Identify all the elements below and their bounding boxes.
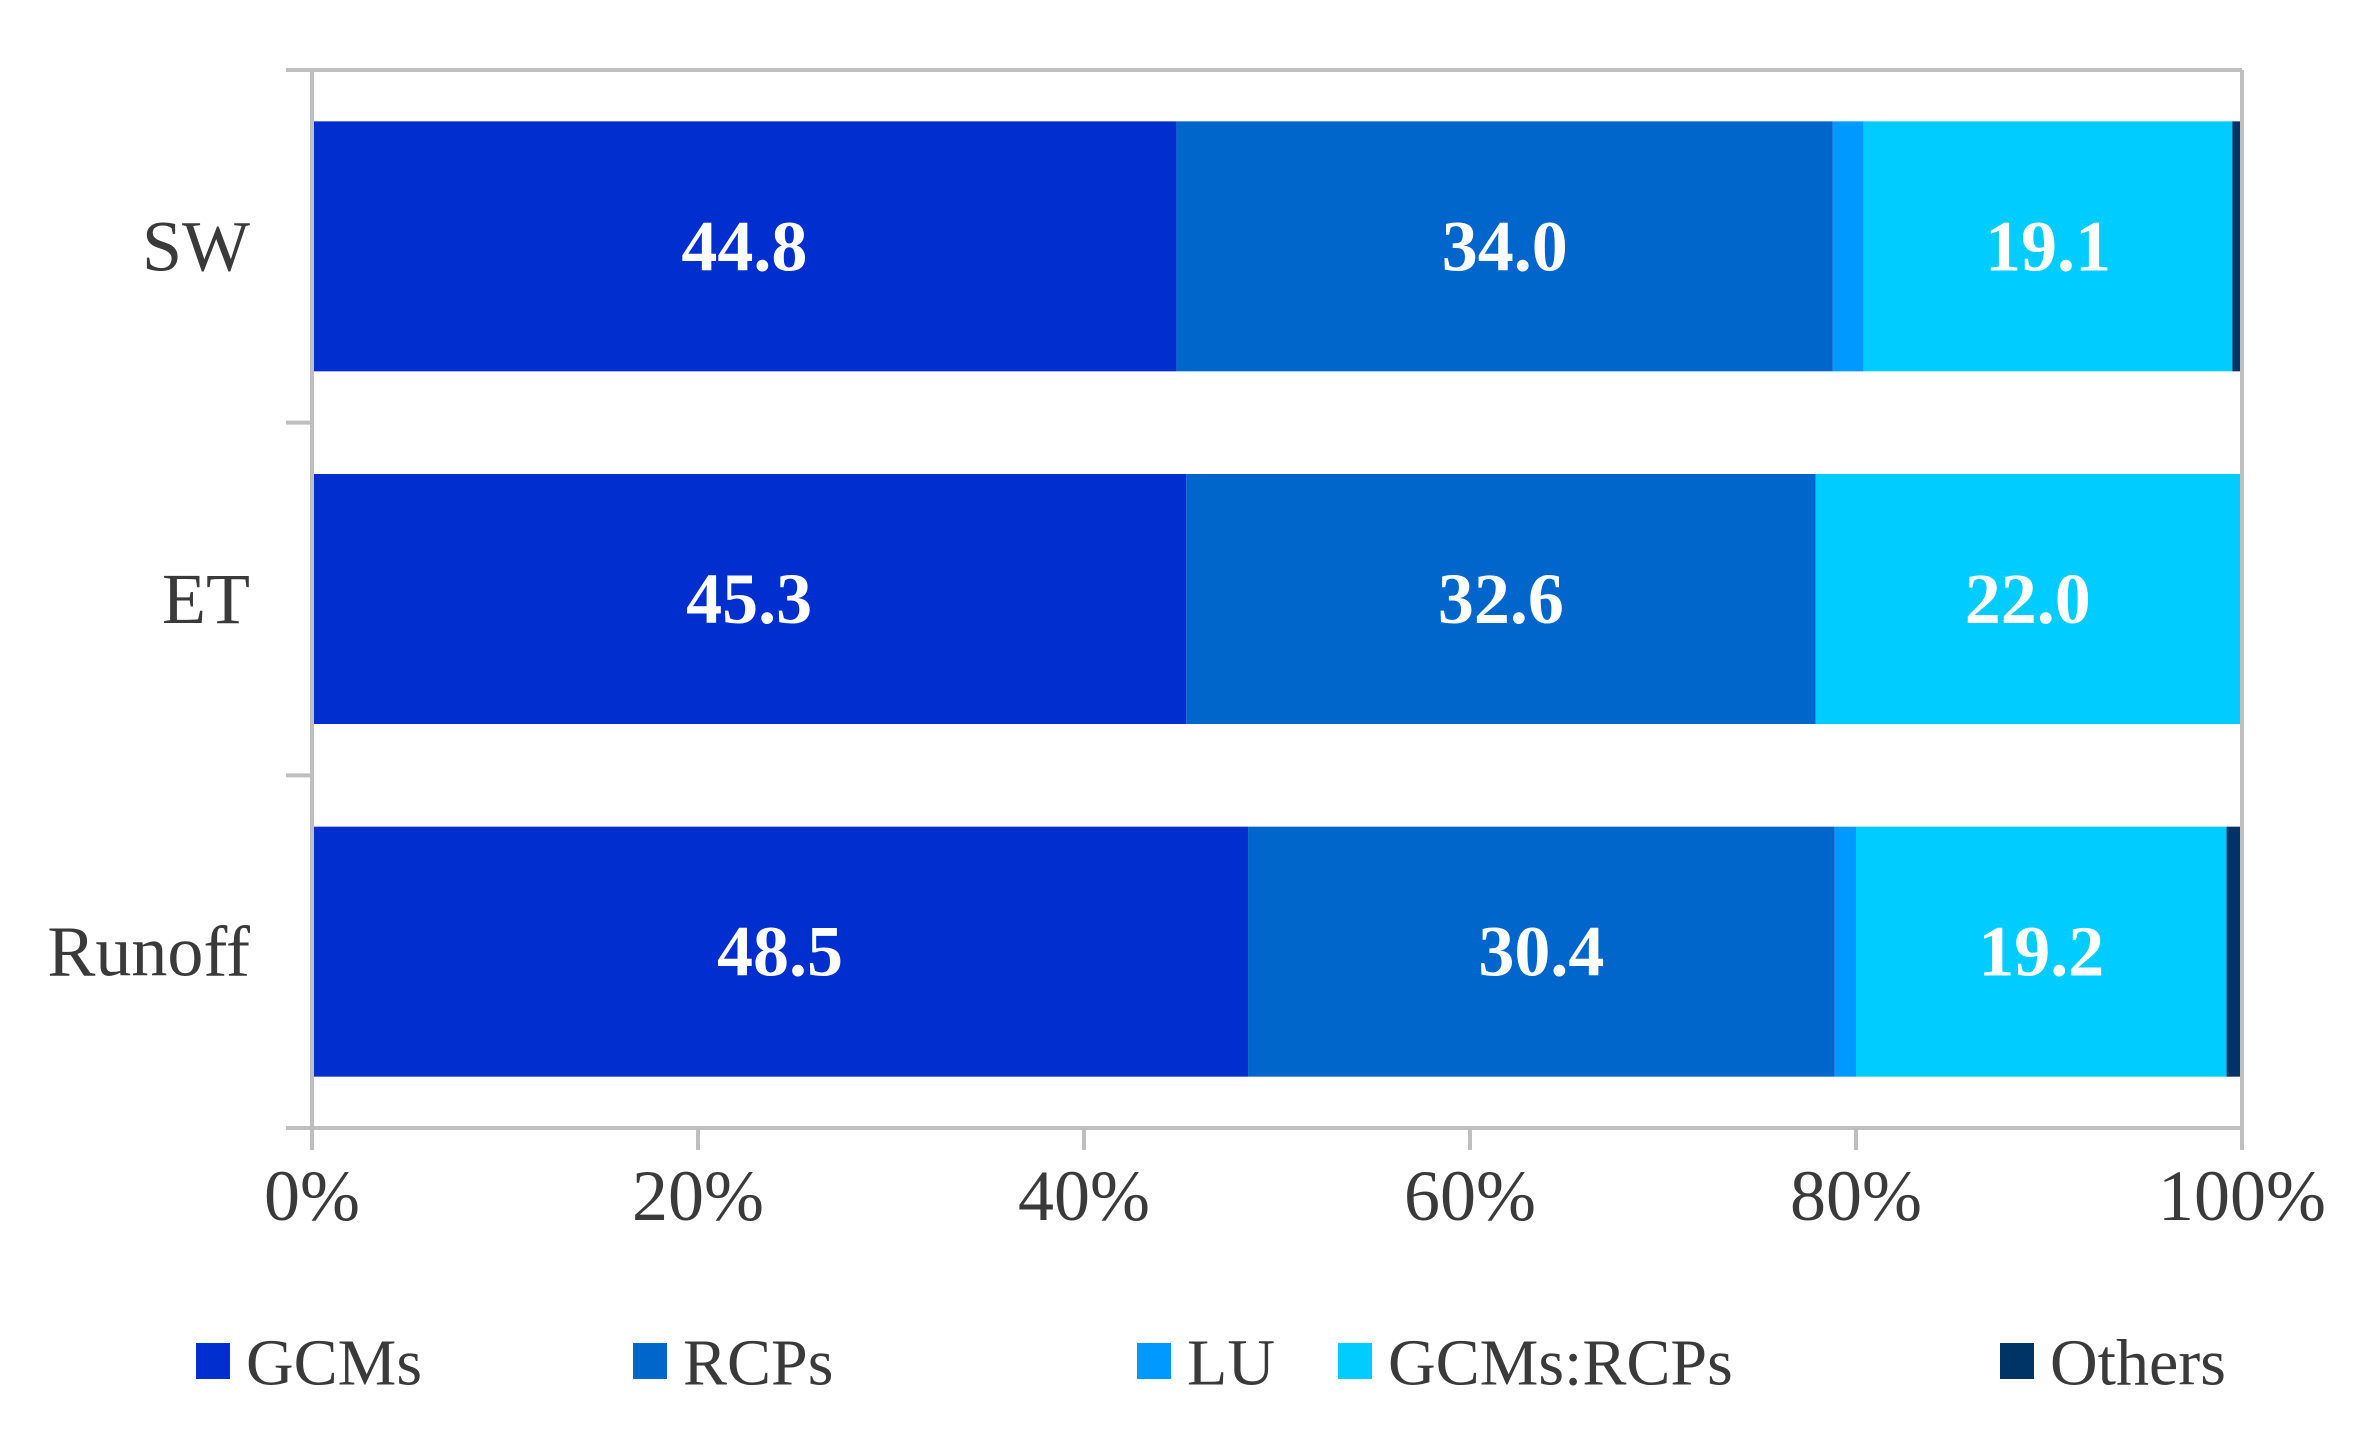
axes-layer: [286, 68, 2244, 1150]
bar-segment-runoff-lu: [1834, 826, 1856, 1077]
bar-segment-sw-gcms-rcps: [1863, 121, 2233, 372]
data-label-sw-gcms: 44.8: [681, 206, 807, 286]
bar-segment-et-gcms: [312, 474, 1187, 724]
bar-segment-et-rcps: [1186, 474, 1816, 724]
legend-label-rcps: RCPs: [683, 1327, 833, 1400]
bar-segment-sw-gcms: [312, 121, 1177, 372]
data-label-sw-gcms-rcps: 19.1: [1985, 206, 2111, 286]
category-label-et: ET: [162, 559, 250, 639]
data-label-runoff-rcps: 30.4: [1478, 912, 1604, 992]
bars-layer: [312, 121, 2242, 1077]
legend-swatch-others: [2000, 1343, 2034, 1379]
x-tick-label: 40%: [1018, 1156, 1150, 1236]
legend-label-gcms-rcps: GCMs:RCPs: [1388, 1327, 1733, 1400]
x-tick-label: 0%: [264, 1156, 360, 1236]
x-tick-label: 80%: [1790, 1156, 1922, 1236]
bar-segment-runoff-others: [2226, 826, 2242, 1077]
category-label-sw: SW: [142, 206, 250, 286]
data-label-runoff-gcms: 48.5: [717, 912, 843, 992]
x-tick-label: 20%: [632, 1156, 764, 1236]
legend-label-gcms: GCMs: [246, 1327, 422, 1400]
data-label-et-gcms-rcps: 22.0: [1965, 559, 2091, 639]
bar-segment-sw-others: [2232, 121, 2242, 372]
data-label-sw-rcps: 34.0: [1442, 206, 1568, 286]
x-tick-label: 60%: [1404, 1156, 1536, 1236]
legend-label-others: Others: [2050, 1327, 2226, 1400]
bar-segment-sw-lu: [1832, 121, 1864, 372]
bar-segment-sw-rcps: [1176, 121, 1833, 372]
legend-swatch-gcms: [196, 1343, 230, 1379]
data-label-et-rcps: 32.6: [1438, 559, 1564, 639]
legend-swatch-rcps: [633, 1343, 667, 1379]
legend-swatch-lu: [1137, 1343, 1171, 1379]
data-label-et-gcms: 45.3: [686, 559, 812, 639]
legend: GCMs RCPs LU GCMs:RCPs Others: [196, 1327, 2226, 1400]
bar-segment-runoff-gcms-rcps: [1856, 826, 2227, 1077]
bar-segment-et-gcms-rcps: [1815, 474, 2241, 724]
bar-segment-runoff-gcms: [312, 826, 1249, 1077]
bar-segment-runoff-rcps: [1248, 826, 1835, 1077]
labels-layer: 44.8 34.0 19.1 SW 45.3 32.6 22.0 ET 48.5 30.4 19.2…: [47, 206, 2326, 1236]
legend-label-lu: LU: [1187, 1327, 1275, 1400]
legend-swatch-gcms-rcps: [1338, 1343, 1372, 1379]
data-label-runoff-gcms-rcps: 19.2: [1978, 912, 2104, 992]
category-label-runoff: Runoff: [47, 912, 250, 992]
x-tick-label: 100%: [2158, 1156, 2326, 1236]
